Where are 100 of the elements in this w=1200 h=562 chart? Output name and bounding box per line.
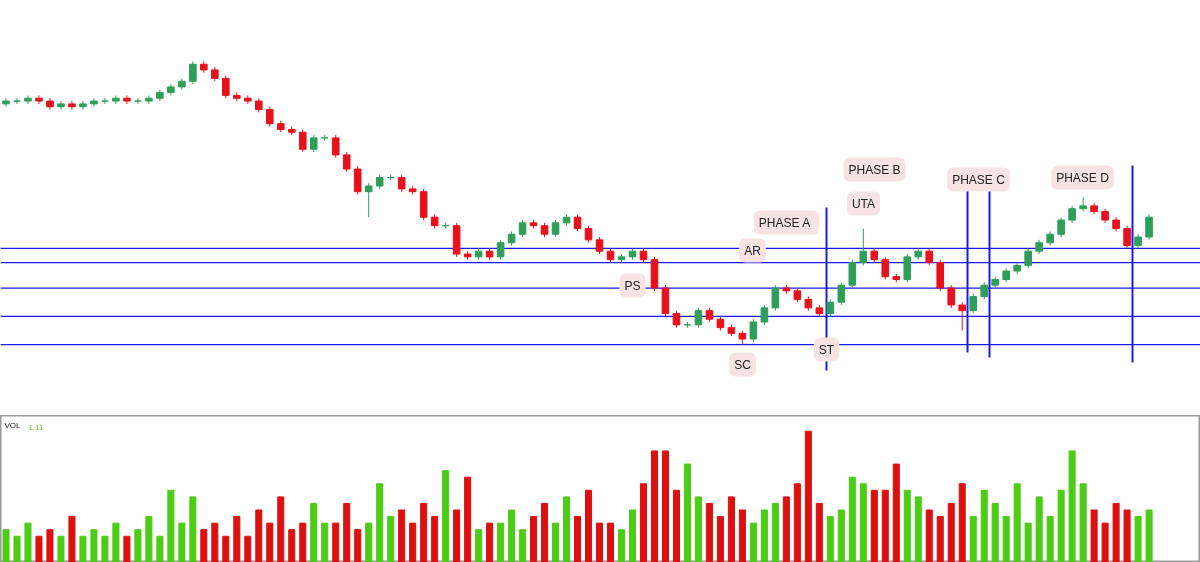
candlestick	[760, 304, 769, 326]
bar	[760, 509, 768, 562]
bar	[628, 509, 637, 562]
annotation: PHASE D	[1056, 170, 1110, 185]
bar	[969, 516, 977, 562]
bar	[2, 529, 10, 562]
bar	[859, 483, 867, 562]
candlestick	[68, 100, 76, 111]
bar	[870, 489, 878, 562]
bar	[178, 522, 186, 562]
bar	[991, 502, 999, 562]
bar	[749, 522, 757, 562]
bar	[310, 502, 318, 562]
chart-title: VOL	[4, 420, 22, 430]
bar	[815, 502, 823, 562]
candlestick	[189, 60, 197, 85]
annotation: 1.11	[28, 422, 45, 432]
bar	[299, 522, 307, 562]
bar	[1046, 516, 1054, 562]
bar	[1090, 509, 1098, 562]
candlestick	[771, 284, 780, 312]
candlestick	[13, 97, 21, 105]
bar	[1112, 502, 1120, 562]
candlestick	[353, 165, 362, 196]
candlestick	[903, 253, 912, 283]
bar	[804, 430, 812, 562]
candlestick	[848, 259, 857, 289]
bar	[826, 516, 834, 562]
candlestick	[90, 97, 98, 108]
bar	[1068, 450, 1076, 562]
bar	[958, 483, 966, 562]
bar	[79, 535, 87, 562]
bar	[332, 522, 340, 562]
bar	[464, 476, 472, 562]
bar	[145, 516, 153, 562]
bar	[771, 502, 779, 562]
candlestick	[123, 94, 131, 105]
bar	[420, 502, 428, 562]
candlestick	[496, 239, 505, 261]
bar	[727, 496, 735, 562]
annotation: ST	[818, 342, 835, 357]
bar	[914, 496, 922, 562]
bar	[1024, 522, 1032, 562]
candlestick	[837, 281, 846, 306]
bar	[156, 535, 164, 562]
bar	[123, 535, 131, 562]
bar	[376, 483, 384, 562]
candlestick	[222, 75, 230, 99]
bar	[782, 496, 790, 562]
bar	[530, 516, 538, 562]
bar	[343, 502, 351, 562]
bar	[1134, 516, 1142, 562]
bar	[68, 516, 76, 562]
candlestick	[969, 293, 977, 315]
bar	[639, 483, 647, 562]
candlestick	[112, 94, 120, 105]
bar	[475, 529, 483, 562]
candlestick	[2, 97, 10, 108]
bar	[134, 529, 142, 562]
candlestick	[145, 94, 153, 105]
annotation: PHASE A	[758, 215, 811, 230]
bar	[222, 535, 230, 562]
bar	[1123, 509, 1131, 562]
candlestick	[79, 100, 87, 111]
bar	[1057, 489, 1065, 562]
bar	[211, 522, 219, 562]
bar	[200, 529, 208, 562]
bar	[1002, 516, 1010, 562]
bar	[903, 489, 911, 562]
candlestick	[101, 97, 109, 105]
bar	[90, 529, 98, 562]
bar	[112, 522, 120, 562]
bar	[233, 516, 241, 562]
bar	[431, 516, 439, 562]
bar	[266, 522, 274, 562]
bar	[705, 502, 713, 562]
candlestick	[134, 97, 142, 105]
bar	[1145, 509, 1153, 562]
bar	[672, 489, 680, 562]
bar	[277, 496, 285, 562]
bar	[453, 509, 461, 562]
bar	[563, 496, 571, 562]
candlestick	[57, 100, 65, 111]
bar	[365, 522, 373, 562]
bar	[738, 509, 746, 562]
candlestick	[298, 128, 307, 153]
bar	[683, 463, 691, 562]
bar	[486, 522, 494, 562]
candlestick	[881, 256, 890, 281]
candlestick	[694, 307, 703, 329]
candlestick	[24, 94, 32, 105]
annotation: PHASE B	[848, 162, 901, 177]
bar	[101, 535, 109, 562]
bar	[1101, 522, 1109, 562]
bar	[398, 509, 406, 562]
bar	[837, 509, 845, 562]
candlestick	[1057, 216, 1065, 238]
bar	[57, 535, 65, 562]
bar	[881, 489, 889, 562]
candlestick	[859, 228, 868, 266]
